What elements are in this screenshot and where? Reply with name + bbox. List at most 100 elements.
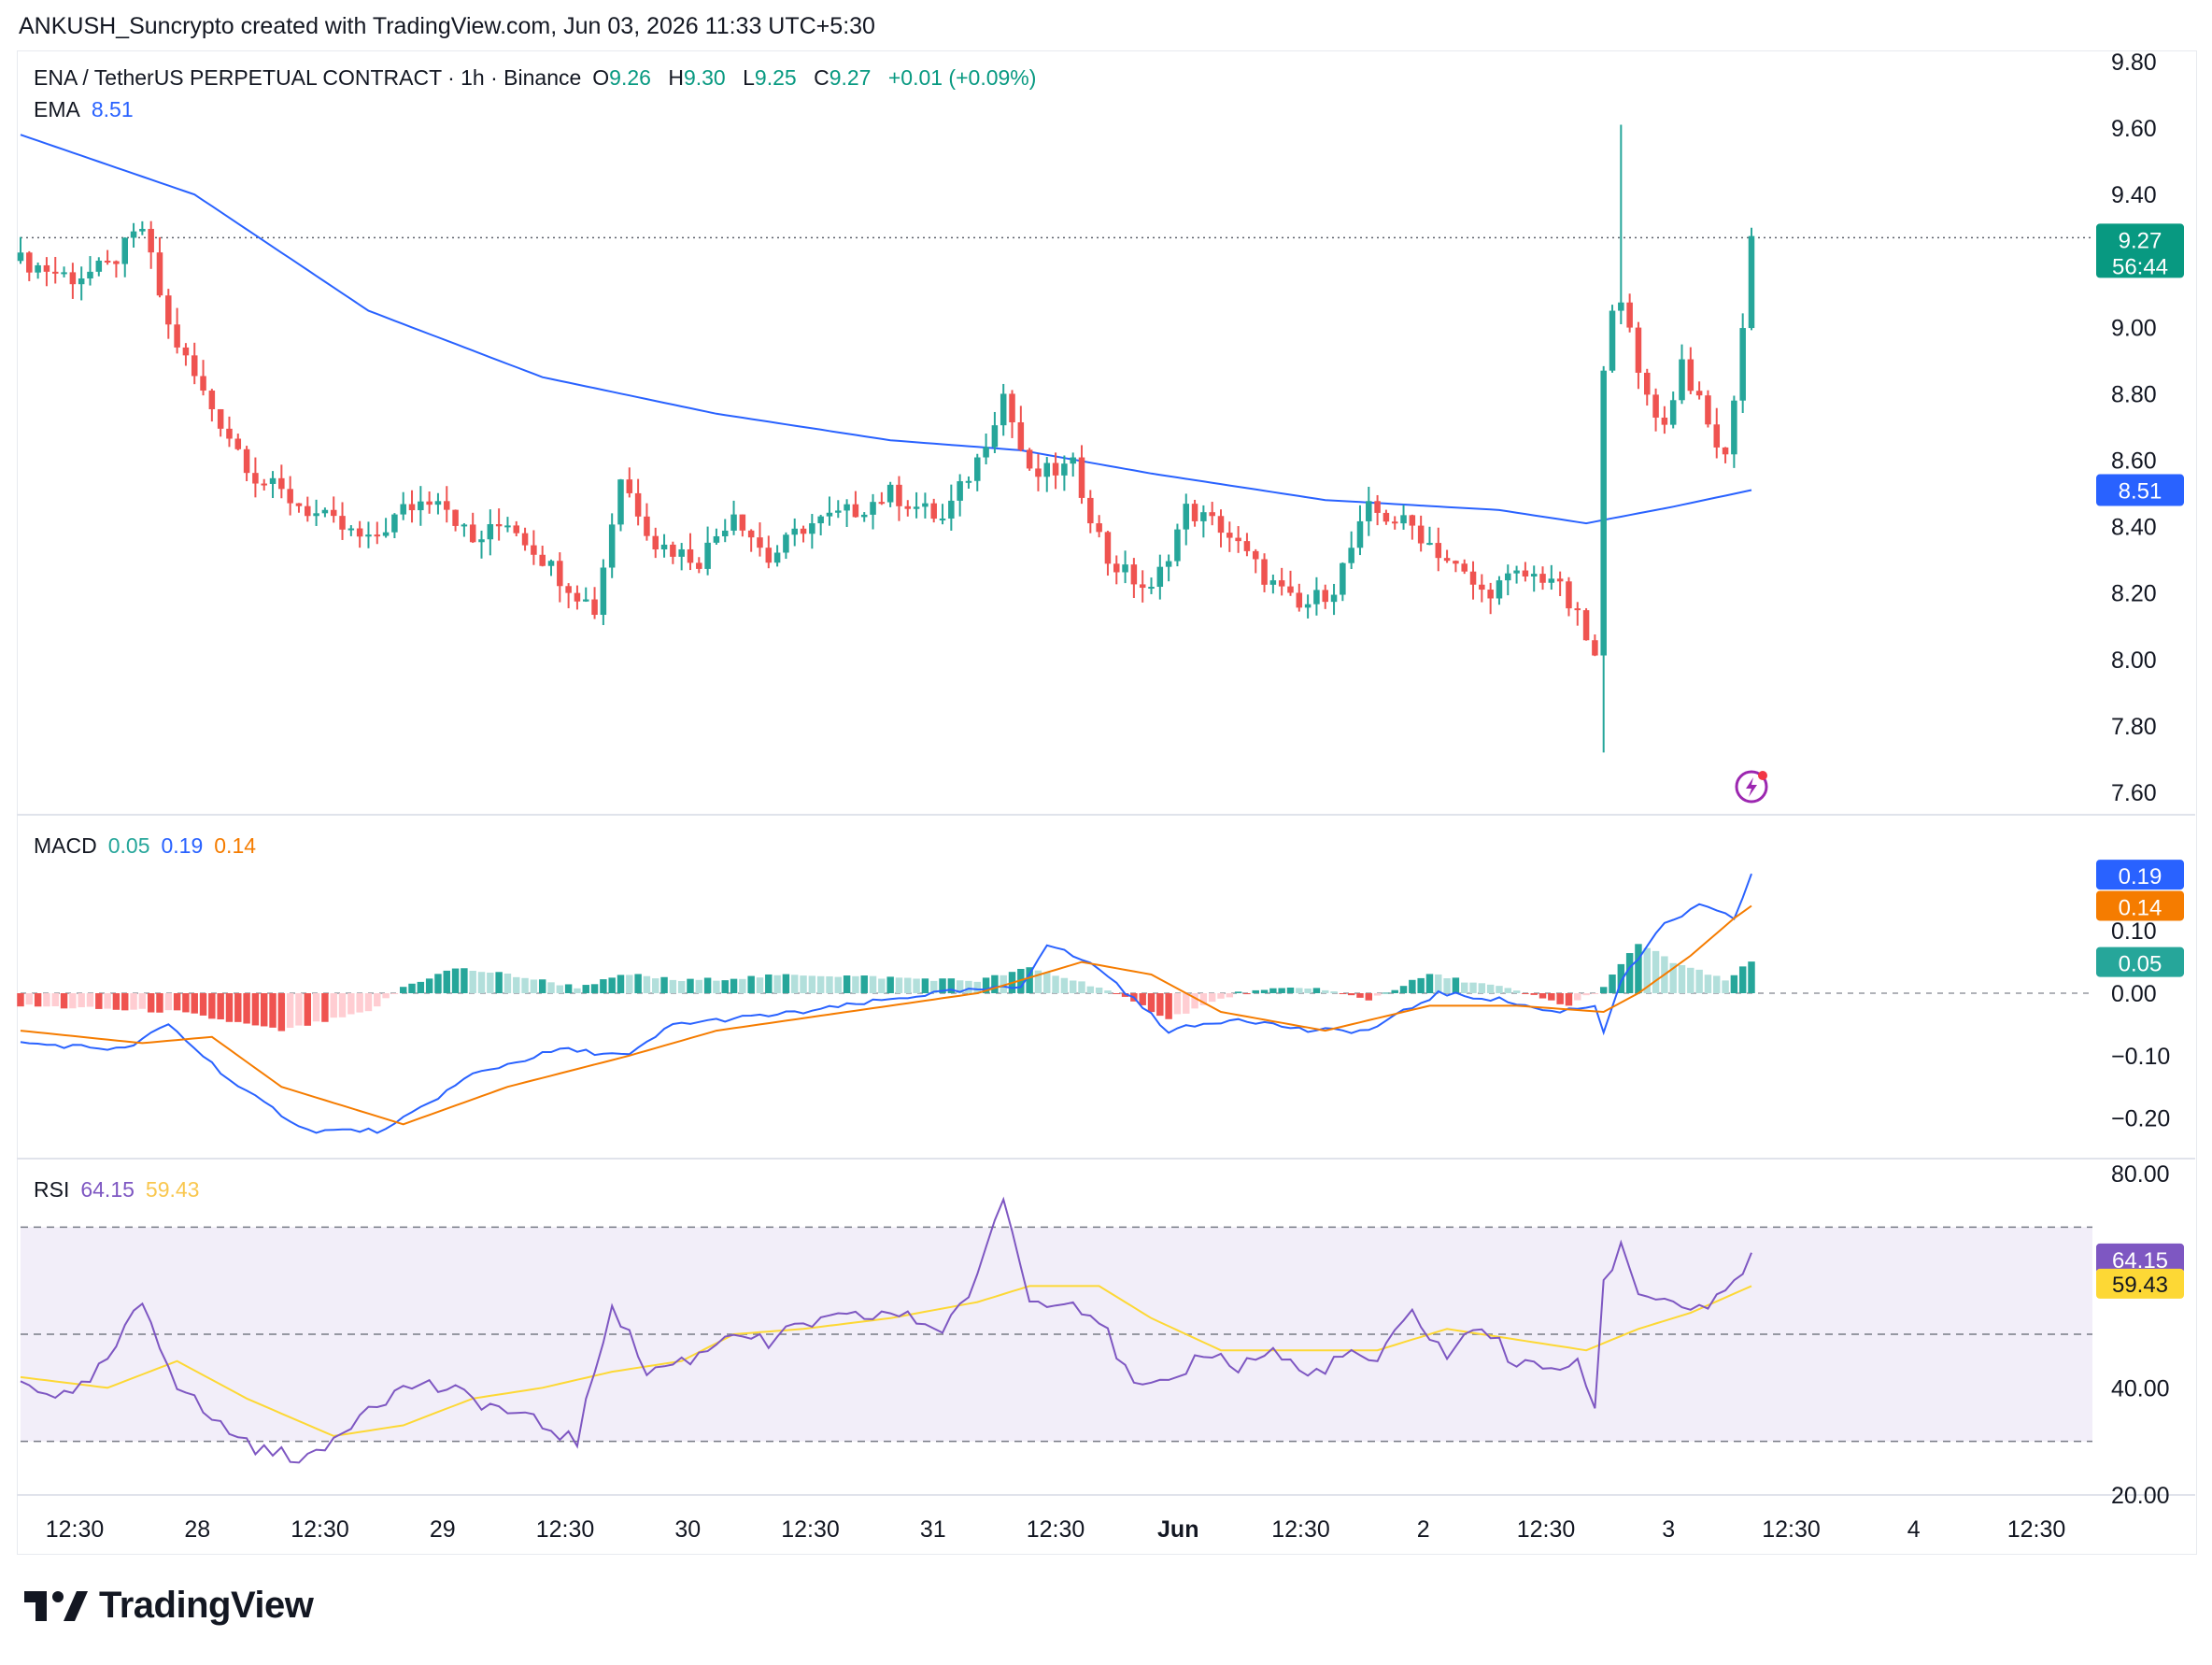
symbol-title[interactable]: ENA / TetherUS PERPETUAL CONTRACT · 1h ·… <box>34 65 582 90</box>
macd-histogram-bar <box>739 978 746 993</box>
lightning-icon[interactable] <box>1735 770 1768 804</box>
candle-body <box>400 504 406 515</box>
candle-body <box>104 260 111 263</box>
macd-histogram-bar <box>556 985 564 993</box>
macd-histogram-bar <box>451 968 460 993</box>
candle-body <box>886 484 894 503</box>
candle-body <box>374 534 381 537</box>
candle-body <box>1487 590 1494 599</box>
macd-histogram-bar <box>477 972 486 993</box>
macd-histogram-bar <box>1382 992 1390 994</box>
x-tick-label: 29 <box>430 1516 456 1543</box>
candle-body <box>809 523 815 534</box>
candle-body <box>608 524 616 568</box>
candle-body <box>95 260 103 272</box>
rsi-legend[interactable]: RSI 64.15 59.43 <box>34 1177 210 1202</box>
macd-histogram-bar <box>1156 993 1164 1017</box>
candle-body <box>1400 515 1407 524</box>
macd-histogram-bar <box>1086 986 1095 993</box>
last-price-tag-bg <box>2096 223 2184 278</box>
macd-histogram-bar <box>156 993 163 1013</box>
ema-line <box>20 134 1752 525</box>
macd-histogram-bar <box>208 993 216 1019</box>
candle-body <box>1096 523 1102 533</box>
macd-histogram-bar <box>1391 989 1398 993</box>
macd-histogram-bar <box>1095 987 1103 993</box>
candle-body <box>1669 400 1677 425</box>
macd-histogram-bar <box>800 975 807 993</box>
macd-histogram-bar <box>1078 981 1085 993</box>
macd-histogram-bar <box>374 993 381 1007</box>
candle-body <box>1313 590 1320 605</box>
macd-histogram-bar <box>1469 982 1477 993</box>
macd-histogram-bar <box>1652 950 1660 993</box>
macd-histogram-bar <box>1217 993 1225 999</box>
ema-price-tag: 8.51 <box>2119 479 2162 505</box>
candle-body <box>660 544 668 550</box>
macd-histogram-bar <box>913 978 920 993</box>
candle-body <box>1322 590 1328 603</box>
x-tick-label: 2 <box>1417 1516 1430 1543</box>
candle-body <box>1113 563 1120 573</box>
candle-body <box>1748 235 1755 329</box>
candle-body <box>513 525 520 534</box>
candle-body <box>347 528 355 531</box>
candle-body <box>1644 372 1651 395</box>
candle-body <box>382 532 390 536</box>
candle-body <box>444 501 450 510</box>
macd-histogram-bar <box>1034 970 1042 993</box>
macd-histogram-bar <box>277 993 286 1032</box>
rsi-ma-value-tag: 59.43 <box>2112 1273 2168 1298</box>
low-label: L <box>743 65 755 90</box>
macd-histogram-bar <box>765 974 773 993</box>
candle-body <box>1566 581 1572 609</box>
macd-histogram-bar <box>1713 975 1721 993</box>
macd-histogram-bar <box>164 993 173 1011</box>
macd-histogram-bar <box>217 993 224 1020</box>
candle-body <box>1687 359 1694 391</box>
macd-histogram-bar <box>425 978 433 993</box>
candle-body <box>1739 328 1746 401</box>
candle-body <box>696 562 702 569</box>
rsi-label: RSI <box>34 1177 70 1202</box>
candle-body <box>1382 512 1390 522</box>
brand-text: TradingView <box>99 1585 314 1626</box>
candle-body <box>1496 580 1503 599</box>
candle-body <box>1148 587 1155 590</box>
macd-histogram-bar <box>1504 988 1512 993</box>
macd-legend[interactable]: MACD 0.05 0.19 0.14 <box>34 833 267 859</box>
price-tick-label: 8.80 <box>2111 381 2157 407</box>
macd-histogram-bar <box>1399 986 1408 993</box>
candle-body <box>1705 395 1711 425</box>
macd-histogram-bar <box>1208 993 1216 1003</box>
macd-histogram-bar <box>25 993 34 1005</box>
macd-histogram-bar <box>956 980 964 993</box>
candle-body <box>1609 310 1616 371</box>
candle-body <box>800 528 807 534</box>
macd-histogram-bar <box>1312 988 1321 993</box>
macd-histogram-bar <box>86 993 94 1007</box>
candle-body <box>930 503 937 519</box>
macd-histogram-bar <box>1339 993 1347 994</box>
candle-body <box>113 261 120 264</box>
candle-body <box>87 271 93 279</box>
candle-body <box>1000 393 1007 426</box>
candle-body <box>1530 574 1538 577</box>
macd-histogram-bar <box>1000 975 1007 993</box>
candle-body <box>1183 504 1190 530</box>
tradingview-logo[interactable]: TradingView <box>22 1585 314 1627</box>
macd-histogram-bar <box>773 975 781 993</box>
candle-body <box>913 506 920 509</box>
ema-legend[interactable]: EMA 8.51 <box>34 97 145 122</box>
ema-label: EMA <box>34 97 80 121</box>
macd-histogram-bar <box>1191 993 1198 1009</box>
candle-body <box>826 512 833 517</box>
macd-histogram-bar <box>513 976 520 993</box>
macd-histogram-bar <box>461 968 468 993</box>
macd-histogram-bar <box>1043 972 1051 993</box>
x-tick-label: 12:30 <box>1517 1516 1576 1543</box>
candle-body <box>1043 462 1051 477</box>
macd-histogram-bar <box>1460 982 1468 993</box>
rsi-tick-label: 20.00 <box>2111 1483 2170 1509</box>
